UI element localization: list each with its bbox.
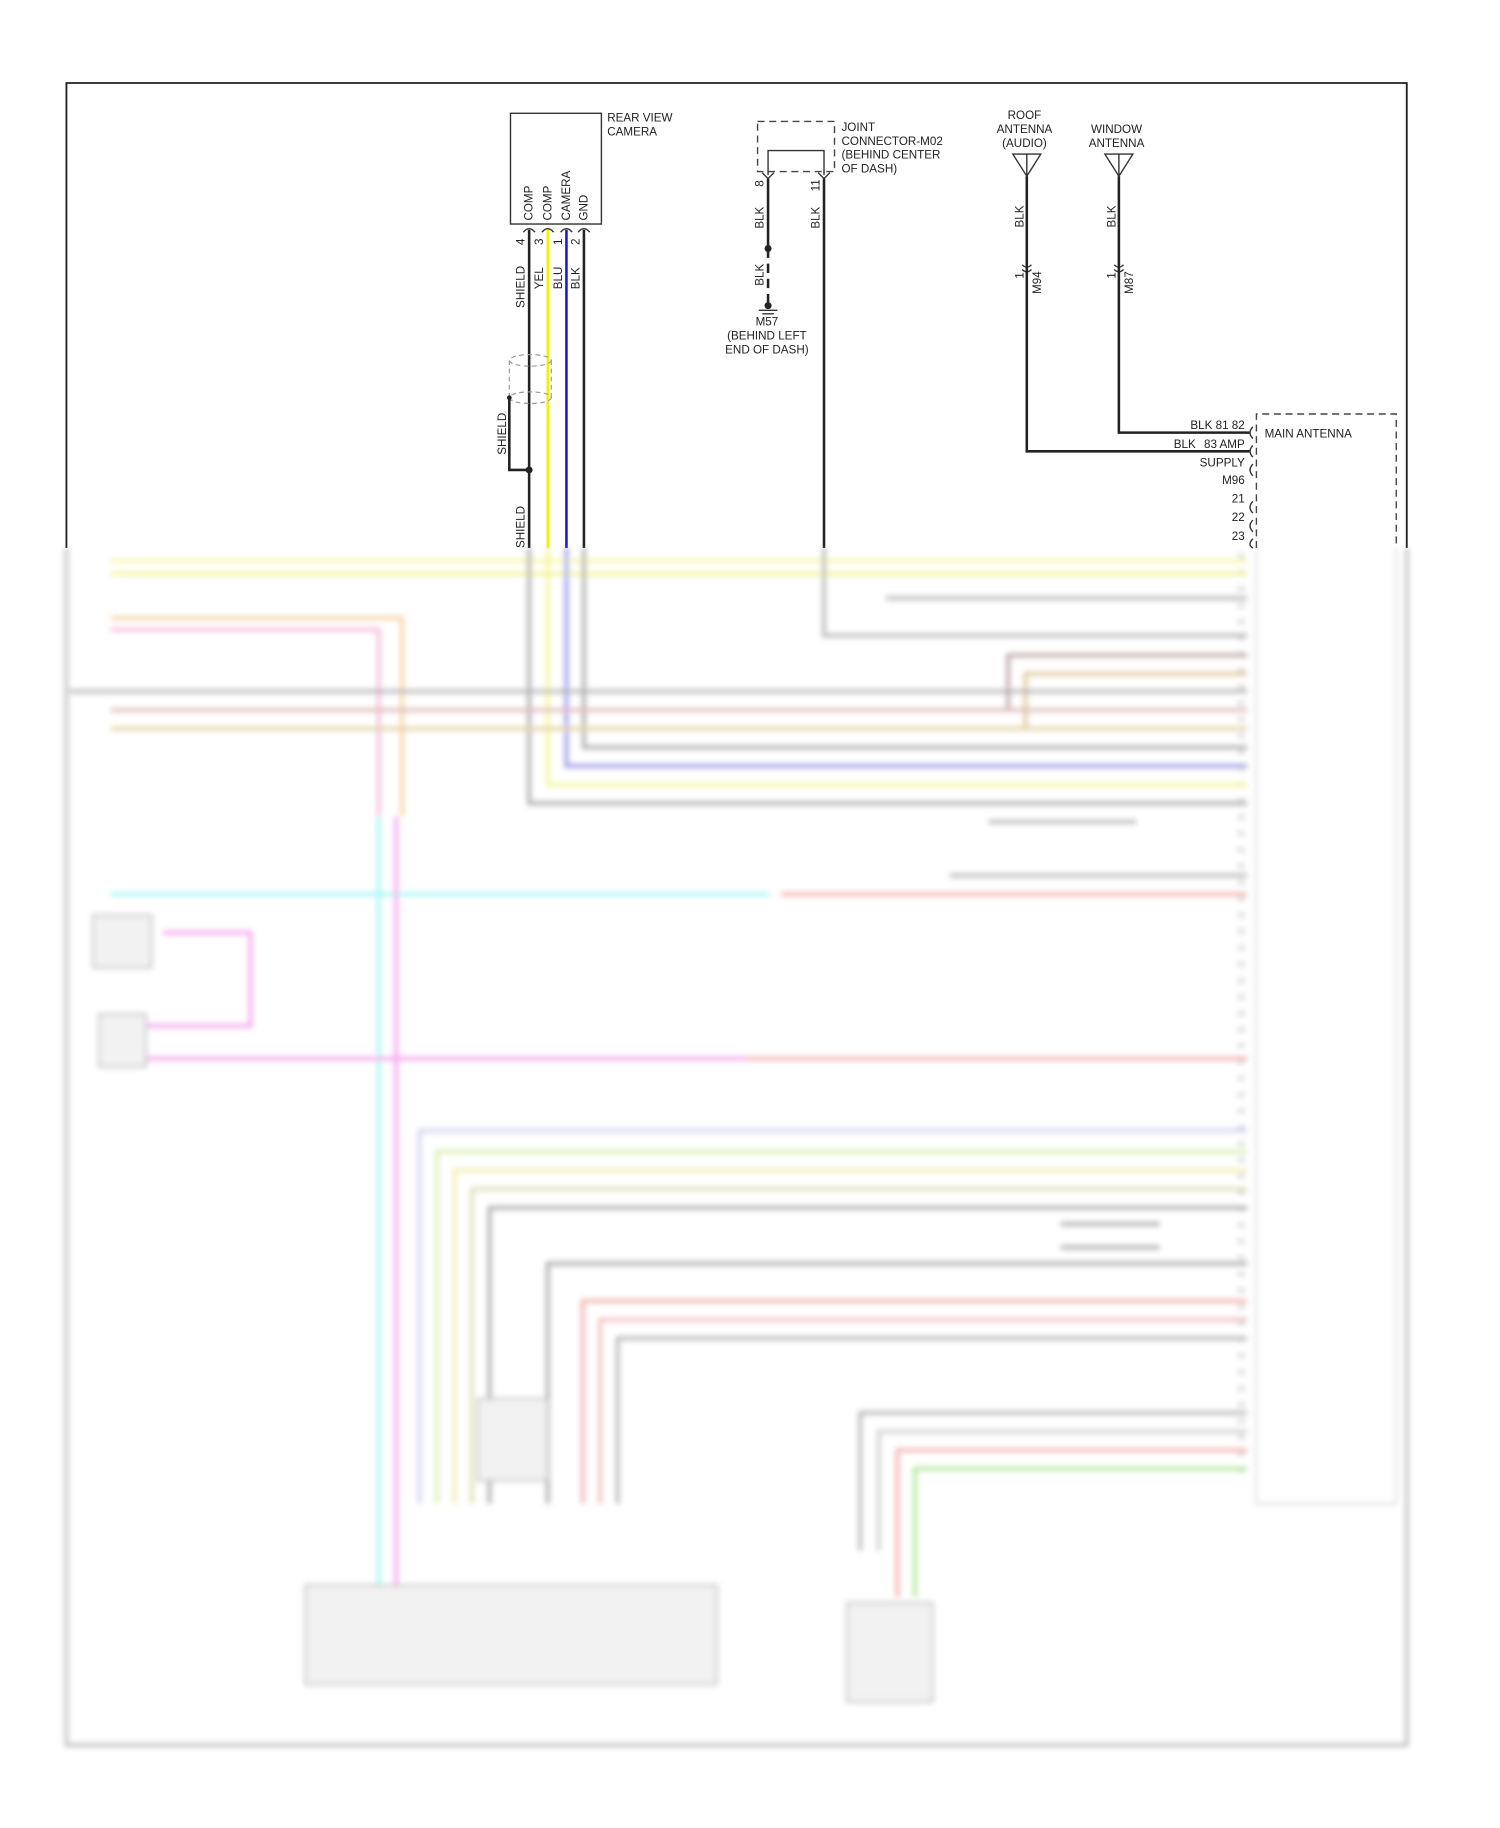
blurred-lower-diagram	[64, 548, 1409, 1747]
wire-label: BLK	[569, 267, 582, 289]
pin-number: 1	[1105, 272, 1118, 278]
antenna-title: ANTENNA	[997, 123, 1053, 136]
antenna-title: ROOF	[1008, 109, 1042, 122]
pin-label: SUPPLY	[1200, 456, 1245, 469]
wire-label: SHIELD	[514, 266, 527, 308]
wire-label: BLK	[809, 206, 822, 228]
camera-title: REAR VIEW	[607, 111, 672, 124]
pin-number: 4	[514, 238, 527, 245]
antenna-title: ANTENNA	[1089, 137, 1145, 150]
diagram-frame	[65, 82, 1408, 549]
joint-connector-m02: JOINT CONNECTOR-M02 (BEHIND CENTER OF DA…	[725, 120, 943, 549]
connector-title: (BEHIND CENTER	[841, 149, 940, 162]
pin-name: COMP	[541, 185, 554, 220]
pin-number: 2	[569, 239, 582, 245]
pin-label: BLK 81 82	[1190, 419, 1244, 432]
connector-id: M87	[1123, 271, 1136, 294]
pin-label: 21	[1232, 493, 1245, 506]
wire-label: BLU	[552, 267, 565, 290]
pin-label: M96	[1222, 474, 1245, 487]
wire-label: YEL	[533, 267, 546, 290]
pin-name: GND	[577, 195, 590, 221]
antenna-title: WINDOW	[1091, 123, 1142, 136]
shield-label: SHIELD	[514, 506, 527, 548]
pin-number: 3	[533, 239, 546, 245]
connector-id: M94	[1031, 271, 1044, 294]
pin-number: 11	[809, 179, 822, 191]
wire-label: BLK	[753, 264, 766, 286]
connector-title: OF DASH)	[841, 163, 897, 176]
pin-number: 1	[1013, 272, 1026, 278]
roof-antenna: ROOF ANTENNA (AUDIO) BLK 1 M94	[997, 109, 1250, 453]
pin-number: 1	[552, 239, 565, 245]
ground-location: (BEHIND LEFT	[727, 329, 807, 342]
pin-number: 8	[753, 180, 766, 186]
main-antenna: MAIN ANTENNA BLK 81 82 BLK 83 AMP SUPPLY…	[1174, 413, 1397, 549]
ground-id: M57	[756, 315, 779, 328]
shield-label: SHIELD	[496, 413, 509, 455]
main-antenna-title: MAIN ANTENNA	[1265, 427, 1353, 440]
camera-title: CAMERA	[607, 125, 657, 138]
rear-view-camera: REAR VIEW CAMERA COMP COMP CAMERA GND 4 …	[496, 111, 673, 548]
wire-label: BLK	[1013, 205, 1026, 227]
antenna-title: (AUDIO)	[1002, 137, 1047, 150]
window-antenna: WINDOW ANTENNA BLK 1 M87	[1089, 123, 1250, 434]
pin-label: 23	[1232, 530, 1245, 543]
pin-label: 22	[1232, 511, 1245, 524]
pin-name: CAMERA	[560, 170, 573, 220]
wire-label: BLK	[1105, 205, 1118, 227]
connector-title: CONNECTOR-M02	[841, 135, 942, 148]
pin-label: 83 AMP	[1204, 438, 1245, 451]
connector-title: JOINT	[841, 121, 875, 134]
pin-label: BLK	[1174, 438, 1196, 451]
wire-label: BLK	[753, 206, 766, 228]
pin-name: COMP	[523, 185, 536, 220]
ground-location: END OF DASH)	[725, 343, 809, 356]
